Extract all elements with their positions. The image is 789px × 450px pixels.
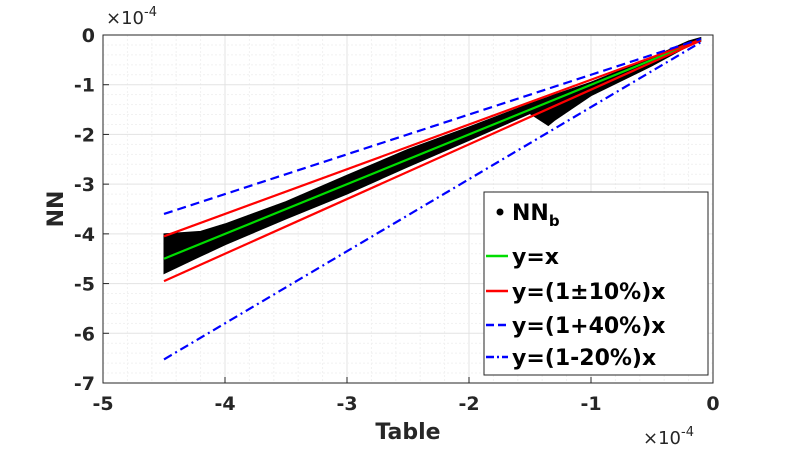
x-exponent-label: ×10-4 (643, 425, 694, 449)
legend-item-y-x: y=x (486, 245, 559, 270)
legend-item-20pct: y=(1-20%)x (486, 346, 656, 371)
legend-item-nn-b: NNb (496, 201, 560, 230)
x-axis-label: Table (375, 420, 440, 445)
svg-text:×10-4: ×10-4 (643, 425, 694, 449)
series-line-2-1 (163, 39, 702, 283)
y-axis-label: NN (44, 191, 69, 228)
plot-frame (102, 34, 714, 384)
legend-label-nn-b-subscript: b (549, 212, 560, 230)
x-tick-label: 0 (706, 393, 719, 415)
data-layer (163, 36, 702, 361)
svg-text:×10-4: ×10-4 (106, 5, 157, 29)
legend-label-20pct: y=(1-20%)x (512, 346, 656, 371)
y-tick-label: -3 (74, 174, 95, 196)
y-tick-label: -4 (74, 224, 95, 246)
legend-item-10pct: y=(1±10%)x (486, 280, 665, 305)
x-tick-label: -4 (214, 393, 235, 415)
y-tick-label: -5 (74, 274, 95, 296)
x-tick-label: -1 (580, 393, 601, 415)
legend-label-y-x: y=x (512, 245, 559, 270)
legend-label-40pct: y=(1+40%)x (512, 314, 665, 339)
legend: NNb y=x y=(1±10%)x y=(1+40%)x y=(1-20%)x (483, 191, 709, 376)
x-tick-label: -3 (336, 393, 357, 415)
y-tick-label: -1 (74, 75, 95, 97)
y-tick-label: -7 (74, 373, 95, 395)
y-tick-label: -2 (74, 124, 95, 146)
legend-marker-nn-b (496, 208, 504, 216)
series-line-4-0 (163, 41, 702, 361)
legend-box (483, 191, 709, 376)
legend-label-nn-b: NN (512, 201, 549, 226)
ticks: -5 -4 -3 -2 -1 0 -7 -6 -5 -4 -3 -2 -1 0 (74, 25, 720, 415)
series-line-1-0 (163, 38, 702, 260)
y-tick-label: 0 (82, 25, 95, 47)
svg-text:NNb: NNb (512, 201, 560, 230)
legend-label-10pct: y=(1±10%)x (512, 280, 665, 305)
legend-item-40pct: y=(1+40%)x (486, 314, 665, 339)
y-exponent-label: ×10-4 (106, 5, 157, 29)
x-tick-label: -2 (458, 393, 479, 415)
x-tick-label: -5 (92, 393, 113, 415)
y-tick-label: -6 (74, 323, 95, 345)
series-line-2-0 (163, 38, 702, 238)
series-line-3-0 (163, 37, 702, 216)
